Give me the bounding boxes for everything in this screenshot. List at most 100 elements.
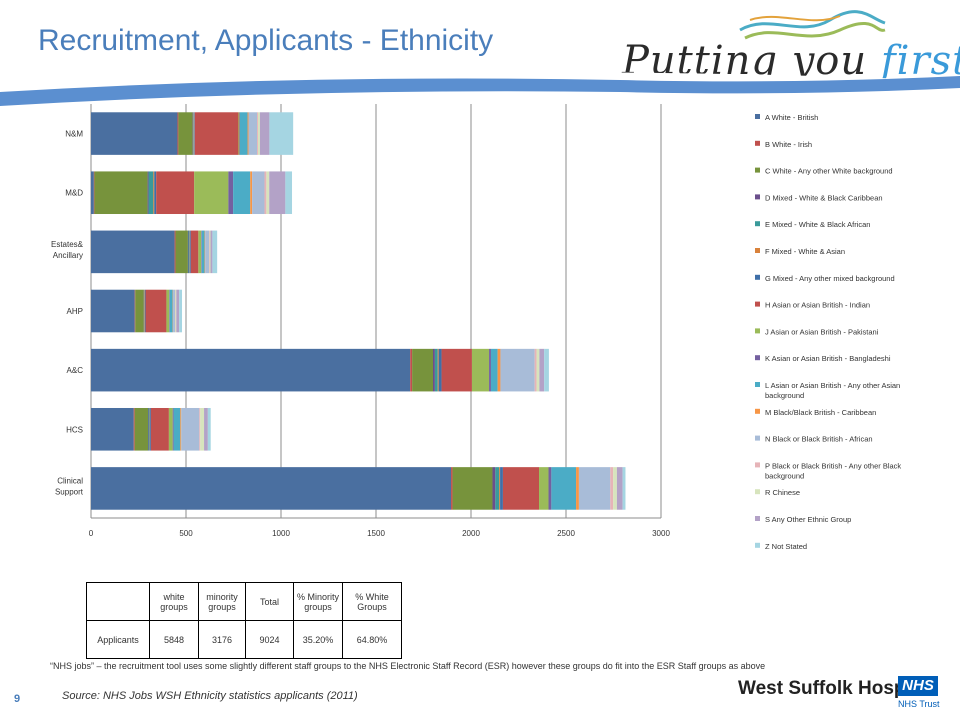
table-cell: 64.80% <box>342 620 402 659</box>
bar-segment <box>536 348 540 392</box>
bar-segment <box>610 467 614 510</box>
bar-segment <box>177 112 179 155</box>
bar-segment <box>194 171 229 215</box>
category-label: A&C <box>67 366 84 375</box>
legend-swatch <box>755 221 760 227</box>
bar-segment <box>201 230 202 274</box>
bar-segment <box>189 230 191 274</box>
swoosh-logo-icon <box>739 10 886 40</box>
table-row: Applicants 5848 3176 9024 35.20% 64.80% <box>86 620 402 659</box>
bar-segment <box>91 112 178 155</box>
bar-segment <box>502 467 540 510</box>
bar-segment <box>534 348 537 392</box>
bar-segment <box>91 171 94 215</box>
bar-segment <box>190 230 199 274</box>
bar-segment <box>250 171 253 215</box>
bar-segment <box>410 348 413 392</box>
bar-segment <box>622 467 626 510</box>
legend-swatch <box>755 382 760 387</box>
legend-swatch <box>755 435 760 441</box>
bar-segment <box>173 407 181 451</box>
bar-segment <box>551 467 577 510</box>
bar-segment <box>194 112 239 155</box>
bar-segment <box>200 407 205 451</box>
bar-segment <box>247 112 249 155</box>
bar-segment <box>252 171 265 215</box>
bar-segment <box>433 348 435 392</box>
bar-segment <box>239 112 240 155</box>
bar-segment <box>228 171 234 215</box>
bar-segment <box>169 289 173 333</box>
legend-label: K Asian or Asian British - Bangladeshi <box>765 354 891 363</box>
bar-segment <box>147 171 149 215</box>
category-label: N&M <box>65 130 83 139</box>
bar-segment <box>179 289 183 333</box>
hospital-name: West Suffolk Hospital <box>738 678 933 699</box>
bar-segment <box>149 407 151 451</box>
source-note: Source: NHS Jobs WSH Ethnicity statistic… <box>62 690 358 702</box>
legend-label: background <box>765 471 804 480</box>
bar-segment <box>548 467 552 510</box>
legend-label: R Chinese <box>765 488 800 497</box>
bar-segment <box>91 289 135 333</box>
bar-segment <box>578 467 611 510</box>
legend-label: E Mixed - White & Black African <box>765 220 870 229</box>
bar-segment <box>207 407 211 451</box>
legend-swatch <box>755 328 760 334</box>
bar-segment <box>91 348 411 392</box>
legend-label: A White - British <box>765 113 818 122</box>
bar-segment <box>248 112 258 155</box>
legend-label: P Black or Black British - Any other Bla… <box>765 461 901 470</box>
tagline-accent-text: first <box>880 38 960 84</box>
table-header-cell: % Minority groups <box>293 582 343 621</box>
bar-segment <box>616 467 623 510</box>
bar-segment <box>194 112 195 155</box>
legend-swatch <box>755 516 760 521</box>
bar-segment <box>168 407 173 451</box>
category-label: Ancillary <box>53 251 83 260</box>
legend-label: S Any Other Ethnic Group <box>765 515 851 524</box>
bar-segment <box>257 112 259 155</box>
table-header-cell: Total <box>245 582 294 621</box>
bar-segment <box>176 289 180 333</box>
bar-segment <box>134 289 136 333</box>
category-label: Support <box>55 487 84 496</box>
bar-segment <box>500 467 503 510</box>
bar-segment <box>500 348 535 392</box>
legend-label: J Asian or Asian British - Pakistani <box>765 327 879 336</box>
x-tick-label: 1000 <box>272 529 290 538</box>
bar-segment <box>148 171 154 215</box>
bar-segment <box>135 289 144 333</box>
bar-segment <box>91 467 452 510</box>
bar-segment <box>144 289 146 333</box>
bar-segment <box>539 348 545 392</box>
bar-segment <box>412 348 433 392</box>
table-header-cell: minority groups <box>198 582 246 621</box>
legend-label: B White - Irish <box>765 140 812 149</box>
bar-segment <box>613 467 617 510</box>
bar-segment <box>489 348 491 392</box>
bar-segment <box>198 230 202 274</box>
bar-segment <box>174 230 176 274</box>
bar-segment <box>145 289 167 333</box>
legend-swatch <box>755 408 760 414</box>
bar-segment <box>239 112 248 155</box>
bar-segment <box>93 171 95 215</box>
bar-segment <box>205 230 209 274</box>
legend-label: C White - Any other White background <box>765 167 893 176</box>
bar-segment <box>153 171 155 215</box>
bar-segment <box>576 467 579 510</box>
category-label: HCS <box>66 425 83 434</box>
recruitment-note: “NHS jobs” – the recruitment tool uses s… <box>50 661 766 671</box>
bar-segment <box>204 407 208 451</box>
page-number: 9 <box>14 693 21 705</box>
x-tick-label: 3000 <box>652 529 670 538</box>
legend-label: background <box>765 391 804 400</box>
legend-swatch <box>755 489 760 495</box>
trust-label: NHS Trust <box>898 699 940 709</box>
legend-swatch <box>755 301 760 307</box>
legend-swatch <box>755 167 760 173</box>
bar-segment <box>269 112 294 155</box>
ethnicity-stacked-bar-chart: 0 500 1000 1500 2000 2500 3000 N&M M&D Estates&An… <box>51 104 901 551</box>
table-cell: 35.20% <box>293 620 343 659</box>
